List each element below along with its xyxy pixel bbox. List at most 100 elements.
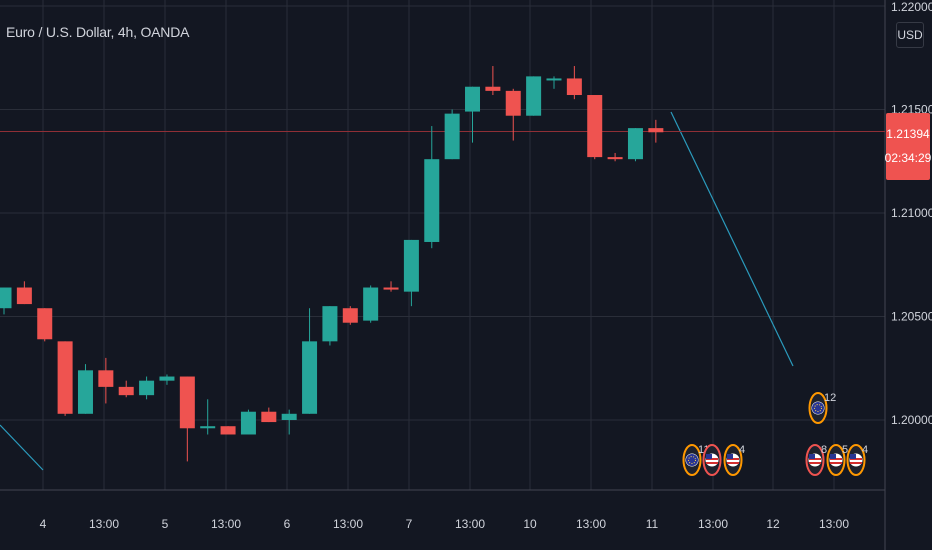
flag-field xyxy=(686,454,698,466)
us-flag-icon xyxy=(706,454,718,464)
economic-event-marker[interactable]: 5 xyxy=(826,444,849,476)
candle[interactable] xyxy=(566,66,582,100)
time-tick-label: 10 xyxy=(523,517,537,531)
time-tick-label: 13:00 xyxy=(211,517,241,531)
price-tick-label: 1.21000 xyxy=(891,206,932,220)
flag-field xyxy=(812,402,824,414)
candle-body xyxy=(566,78,582,96)
candle[interactable] xyxy=(465,86,481,143)
flag-stripe xyxy=(809,462,821,464)
grid xyxy=(0,0,885,490)
candle[interactable] xyxy=(526,76,542,116)
event-count: 5 xyxy=(842,444,848,456)
candle[interactable] xyxy=(179,376,195,462)
candle-body xyxy=(57,341,73,414)
flag-canton xyxy=(727,454,733,459)
candle[interactable] xyxy=(485,66,501,96)
candle-body xyxy=(505,90,521,116)
price-tick-label: 1.22000 xyxy=(891,0,932,14)
candle[interactable] xyxy=(261,407,277,423)
candle[interactable] xyxy=(220,426,236,435)
candle-body xyxy=(587,95,603,158)
event-count: 11 xyxy=(698,444,709,456)
candle[interactable] xyxy=(383,281,399,292)
economic-event-marker[interactable]: 12 xyxy=(808,392,837,424)
candle-body xyxy=(98,370,114,387)
time-tick-label: 13:00 xyxy=(698,517,728,531)
flag-stars xyxy=(688,456,696,464)
price-badge-bg xyxy=(886,113,930,180)
candle-body xyxy=(240,411,256,435)
flag-canton xyxy=(809,454,815,459)
candle[interactable] xyxy=(363,285,379,323)
candle-body xyxy=(77,370,93,414)
flag-stripe xyxy=(727,462,739,464)
candle[interactable] xyxy=(342,306,358,325)
candle-body xyxy=(281,413,297,420)
candle-body xyxy=(200,426,216,429)
trend-line-left[interactable] xyxy=(0,424,44,471)
candle[interactable] xyxy=(627,128,643,162)
time-tick-label: 5 xyxy=(162,517,169,531)
candle-body xyxy=(648,128,664,133)
event-count: 8 xyxy=(821,444,827,456)
current-price-badge: 1.21394 02:34:29 xyxy=(885,113,932,180)
economic-event-marker[interactable] xyxy=(702,444,722,476)
candle-body xyxy=(302,341,318,414)
candle[interactable] xyxy=(240,409,256,435)
time-tick-label: 13:00 xyxy=(819,517,849,531)
candle[interactable] xyxy=(424,126,440,249)
candle[interactable] xyxy=(0,287,12,315)
flag-stripe xyxy=(830,462,842,464)
candle[interactable] xyxy=(648,119,664,143)
candle[interactable] xyxy=(281,409,297,435)
candle[interactable] xyxy=(444,109,460,160)
candle[interactable] xyxy=(302,308,318,414)
event-count: 4 xyxy=(739,444,745,456)
candle-body xyxy=(139,380,155,396)
candle-body xyxy=(159,376,175,381)
time-tick-label: 7 xyxy=(406,517,413,531)
flag-canton xyxy=(706,454,712,459)
candle-body xyxy=(342,308,358,323)
candle[interactable] xyxy=(200,399,216,435)
economic-event-marker[interactable]: 4 xyxy=(723,444,746,476)
projection-line[interactable] xyxy=(670,111,794,367)
candle-body xyxy=(0,287,12,309)
economic-event-marker[interactable]: 8 xyxy=(805,444,828,476)
flag-canton xyxy=(850,454,856,459)
candles xyxy=(0,66,664,462)
candle-body xyxy=(403,239,419,292)
candle[interactable] xyxy=(587,95,603,160)
event-count: 12 xyxy=(824,392,836,404)
candle[interactable] xyxy=(16,281,32,305)
candle[interactable] xyxy=(139,376,155,400)
candle[interactable] xyxy=(403,239,419,307)
candle-body xyxy=(444,113,460,160)
candle-body xyxy=(37,308,53,340)
candle[interactable] xyxy=(37,308,53,342)
candle[interactable] xyxy=(77,364,93,414)
candle-body xyxy=(261,411,277,423)
bar-countdown: 02:34:29 xyxy=(885,151,932,165)
candle[interactable] xyxy=(118,380,134,398)
candle[interactable] xyxy=(159,374,175,385)
candle[interactable] xyxy=(546,76,562,89)
time-tick-label: 6 xyxy=(284,517,291,531)
economic-event-marker[interactable]: 4 xyxy=(846,444,869,476)
candle-body xyxy=(546,78,562,81)
candle[interactable] xyxy=(505,88,521,141)
candle-body xyxy=(485,86,501,91)
candle[interactable] xyxy=(98,357,114,404)
candle[interactable] xyxy=(57,341,73,416)
flag-stripe xyxy=(850,462,862,464)
us-flag-icon xyxy=(830,454,842,464)
candle[interactable] xyxy=(322,306,338,346)
economic-event-marker[interactable]: 11 xyxy=(682,444,710,476)
currency-button[interactable]: USD xyxy=(896,22,924,48)
time-tick-label: 13:00 xyxy=(455,517,485,531)
candle[interactable] xyxy=(607,152,623,162)
